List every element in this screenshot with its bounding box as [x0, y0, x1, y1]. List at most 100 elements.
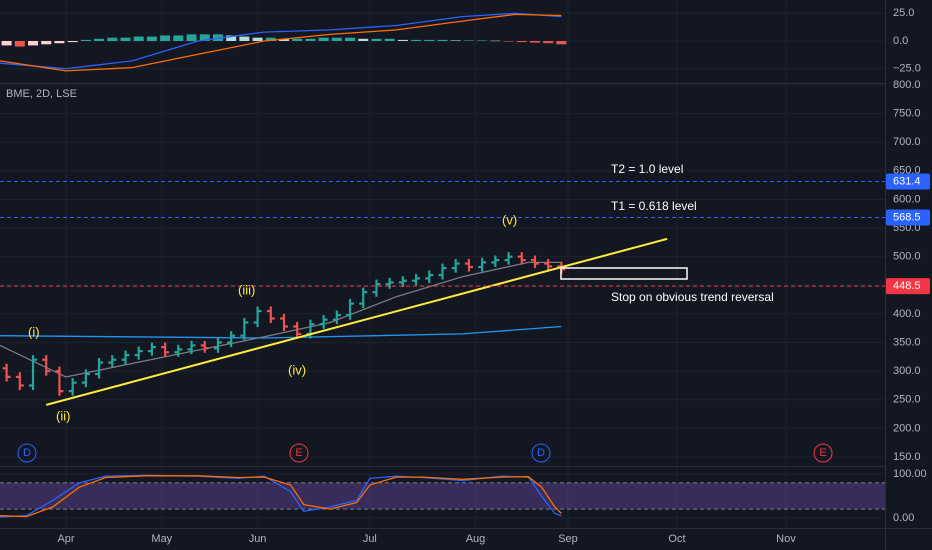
y-tick-label: 400.0	[893, 308, 921, 320]
event-marker[interactable]: D	[531, 443, 551, 463]
level-label: 631.4	[893, 175, 921, 187]
histogram-bar	[556, 41, 567, 45]
histogram-bar	[265, 37, 276, 41]
x-tick-label: Aug	[466, 533, 486, 545]
histogram-bar	[543, 41, 554, 44]
histogram-bar	[41, 41, 52, 45]
event-letter[interactable]: D	[537, 447, 545, 459]
indicator-line	[0, 325, 562, 339]
event-marker[interactable]: D	[17, 443, 37, 463]
stop-box	[560, 267, 688, 280]
histogram-bar	[239, 36, 250, 41]
histogram-bar	[120, 37, 131, 41]
event-circle[interactable]	[17, 443, 37, 463]
y-tick-label: 200.0	[893, 422, 921, 434]
histogram-bar	[80, 39, 91, 41]
annotation: T2 = 1.0 level	[611, 162, 683, 176]
level-label: 448.5	[893, 280, 921, 292]
histogram-bar	[516, 41, 527, 43]
y-tick-label: 600.0	[893, 193, 921, 205]
event-marker[interactable]: E	[289, 443, 309, 463]
y-tick-label: 250.0	[893, 394, 921, 406]
histogram-bar	[94, 38, 105, 41]
y-tick-label: 150.0	[893, 451, 921, 463]
y-tick-label: 100.00	[893, 468, 927, 480]
histogram-bar	[477, 40, 488, 41]
x-tick-label: Jun	[249, 533, 267, 545]
y-tick-label: 800.0	[893, 79, 921, 91]
histogram-bar	[1, 41, 12, 46]
histogram-bar	[226, 35, 237, 41]
histogram-bar	[437, 39, 448, 41]
event-circle[interactable]	[289, 443, 309, 463]
wave-label: (ii)	[56, 408, 70, 423]
x-tick-label: Jul	[363, 533, 377, 545]
histogram-bar	[292, 38, 303, 41]
histogram-bar	[424, 39, 435, 41]
indicator-line	[0, 475, 562, 518]
histogram-bar	[54, 41, 65, 44]
histogram-bar	[450, 40, 461, 41]
y-tick-label: 700.0	[893, 136, 921, 148]
level-badge	[886, 209, 930, 226]
histogram-bar	[463, 40, 474, 41]
histogram-bar	[318, 37, 329, 41]
x-tick-label: Sep	[558, 533, 578, 545]
axis: 25.0 0.0 −25.0 150.0 200.0 250.0 300.0 350.0 400…	[57, 7, 930, 545]
indicator-line	[0, 13, 562, 72]
event-marker[interactable]: E	[813, 443, 833, 463]
trendline	[45, 237, 668, 406]
histogram-bar	[384, 38, 395, 41]
level-label: 568.5	[893, 211, 921, 223]
y-tick-label: −25.0	[893, 63, 921, 75]
plot	[0, 12, 885, 518]
histogram-bar	[252, 37, 263, 41]
histogram-bar	[397, 39, 408, 41]
x-tick-label: Oct	[668, 533, 685, 545]
stoch-band	[0, 482, 885, 510]
histogram-bar	[107, 37, 118, 41]
histogram-bar	[503, 41, 514, 42]
wave-label: (iii)	[238, 282, 255, 297]
histogram-bar	[160, 35, 171, 41]
wave-label: (i)	[28, 324, 40, 339]
histogram-bar	[146, 36, 157, 41]
histogram-bar	[28, 41, 39, 46]
histogram-bar	[199, 34, 210, 41]
event-circle[interactable]	[813, 443, 833, 463]
wave-label: (v)	[502, 212, 517, 227]
event-letter[interactable]: E	[819, 447, 826, 459]
level-badge	[886, 173, 930, 190]
y-tick-label: 500.0	[893, 251, 921, 263]
histogram-bar	[490, 40, 501, 42]
indicator-line	[0, 12, 562, 70]
grid	[0, 0, 885, 528]
event-circle[interactable]	[531, 443, 551, 463]
histogram-bar	[278, 38, 289, 41]
event-letter[interactable]: D	[23, 447, 31, 459]
symbol-title: BME, 2D, LSE	[6, 88, 77, 100]
y-tick-label: 350.0	[893, 336, 921, 348]
histogram-bar	[345, 37, 356, 41]
x-tick-label: May	[151, 533, 172, 545]
histogram-bar	[371, 38, 382, 41]
wave-label: (iv)	[288, 362, 306, 377]
event-letter[interactable]: E	[295, 447, 302, 459]
annotation: Stop on obvious trend reversal	[611, 290, 774, 304]
y-tick-label: 0.00	[893, 512, 914, 524]
histogram-bar	[331, 37, 342, 41]
histogram-bar	[411, 39, 422, 41]
x-tick-label: Apr	[57, 533, 74, 545]
y-tick-label: 25.0	[893, 7, 914, 19]
x-tick-label: Nov	[776, 533, 796, 545]
histogram-bar	[305, 38, 316, 41]
y-tick-label: 300.0	[893, 365, 921, 377]
histogram-bar	[14, 41, 25, 47]
annotation: T1 = 0.618 level	[611, 199, 697, 213]
histogram-bar	[173, 35, 184, 41]
histogram-bar	[186, 34, 197, 41]
y-tick-label: 0.0	[893, 35, 908, 47]
level-badge	[886, 278, 930, 295]
